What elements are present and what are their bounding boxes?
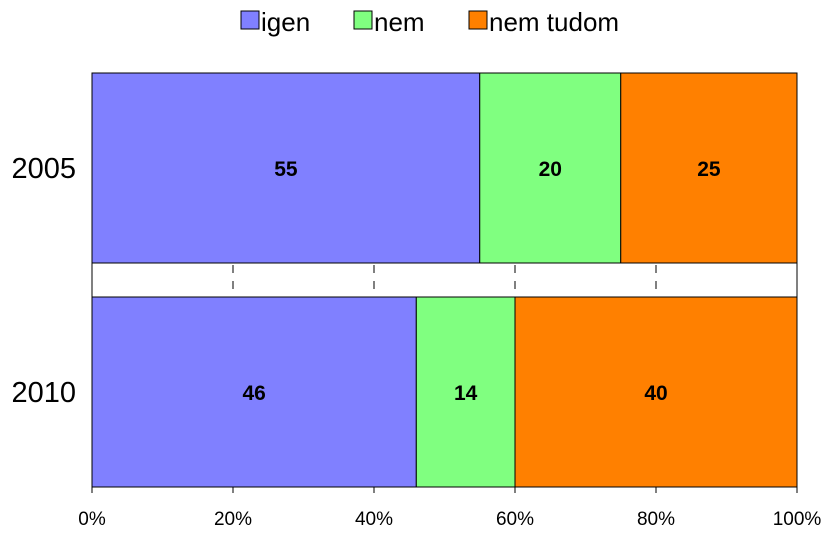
legend-label-nem-tudom: nem tudom <box>489 7 619 37</box>
data-label-igen-2010: 46 <box>242 382 265 405</box>
data-label-nem-2005: 20 <box>539 158 562 181</box>
category-label-2010: 2010 <box>11 377 76 409</box>
x-tick-label-5: 100% <box>773 509 822 530</box>
category-label-2005: 2005 <box>11 153 76 185</box>
legend-label-nem: nem <box>374 7 425 37</box>
legend-label-igen: igen <box>261 7 310 37</box>
bar-nem-2010 <box>415 296 516 488</box>
data-label-nem-2010: 14 <box>454 382 478 405</box>
data-label-nem-tudom-2010: 40 <box>644 382 667 405</box>
bar-nem-tudom-2010 <box>514 296 798 488</box>
legend-swatch-nem <box>353 10 373 30</box>
x-tick-label-2: 40% <box>355 509 393 530</box>
bar-nem-tudom-2005 <box>620 72 798 264</box>
data-label-igen-2005: 55 <box>274 158 298 181</box>
x-tick-label-0: 0% <box>78 509 106 530</box>
x-tick-label-1: 20% <box>214 509 252 530</box>
x-tick-label-3: 60% <box>496 509 534 530</box>
x-tick-label-4: 80% <box>637 509 675 530</box>
bar-nem-2005 <box>479 72 622 264</box>
data-label-nem-tudom-2005: 25 <box>697 158 721 181</box>
legend-swatch-igen <box>240 10 260 30</box>
bar-igen-2010 <box>91 296 417 488</box>
legend-swatch-nem-tudom <box>468 10 488 30</box>
bar-igen-2005 <box>91 72 481 264</box>
